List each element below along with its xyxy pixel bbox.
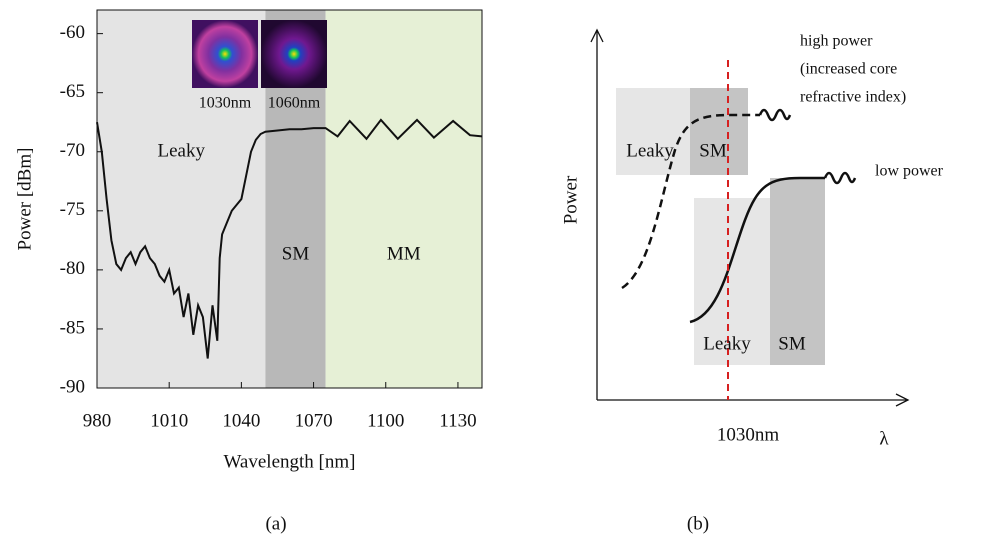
x-tick-label: 980: [83, 410, 112, 431]
region-label: Leaky: [157, 140, 205, 161]
panel-label: (b): [687, 513, 709, 534]
region-label: Leaky: [703, 333, 751, 354]
x-tick-label: 1070: [295, 410, 333, 431]
annotation: high power: [800, 33, 873, 50]
y-label: Power: [560, 175, 581, 224]
annotation: low power: [875, 163, 944, 180]
x-label: λ: [879, 428, 889, 449]
arrow: [590, 28, 604, 43]
x-label: Wavelength [nm]: [224, 451, 356, 472]
y-tick-label: -70: [60, 140, 85, 161]
y-tick-label: -65: [60, 81, 85, 102]
y-tick-label: -90: [60, 376, 85, 397]
annotation: refractive index): [800, 89, 906, 106]
y-tick-label: -85: [60, 317, 85, 338]
leaky-region: [616, 88, 690, 175]
x-tick-label: 1100: [367, 410, 404, 431]
inset-label: 1060nm: [268, 95, 321, 112]
y-tick-label: -60: [60, 22, 85, 43]
y-label: Power [dBm]: [14, 148, 35, 251]
leaky-region: [694, 198, 770, 365]
region-label: MM: [387, 243, 421, 264]
region-label: SM: [282, 243, 310, 264]
marker-label: 1030nm: [717, 424, 780, 445]
region: [325, 10, 482, 388]
region-label: SM: [778, 333, 806, 354]
y-tick-label: -80: [60, 258, 85, 279]
panel-label: (a): [265, 513, 286, 534]
x-tick-label: 1130: [439, 410, 476, 431]
sm-region: [770, 178, 825, 365]
panel-a: Leaky SM MM -90 -85 -80 -75 -70 -65 -60 980 1010 104…: [14, 9, 483, 534]
plot-frame: [96, 9, 483, 389]
high-power-curve: [621, 113, 760, 290]
y-tick-label: -75: [60, 199, 85, 220]
annotation: (increased core: [800, 61, 897, 78]
panel-b: Power λ 1030nm high power (increased cor…: [560, 28, 944, 534]
data-line: [96, 118, 483, 359]
wiggle: [758, 108, 792, 122]
inset-label: 1030nm: [199, 95, 252, 112]
mode-image: [192, 20, 258, 88]
sm-region: [690, 88, 748, 175]
low-power-curve: [689, 176, 825, 324]
region-label: SM: [699, 140, 727, 161]
wiggle: [823, 171, 857, 185]
mode-image: [261, 20, 327, 88]
region-label: Leaky: [626, 140, 674, 161]
x-tick-label: 1040: [222, 410, 260, 431]
x-tick-label: 1010: [150, 410, 188, 431]
arrow: [895, 393, 910, 407]
